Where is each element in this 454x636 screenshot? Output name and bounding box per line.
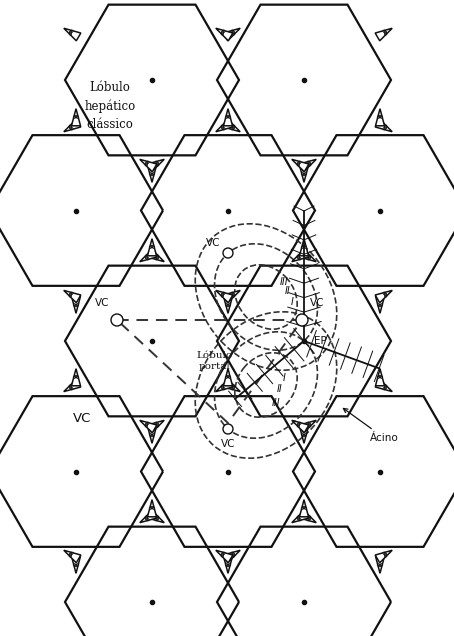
Circle shape [111, 314, 123, 326]
Polygon shape [375, 28, 392, 41]
Polygon shape [299, 510, 316, 523]
Polygon shape [147, 160, 164, 172]
Polygon shape [375, 291, 392, 303]
Polygon shape [216, 28, 233, 41]
Text: Ácino: Ácino [343, 408, 399, 443]
Text: III: III [271, 398, 280, 408]
Polygon shape [140, 510, 157, 523]
Text: VC: VC [206, 238, 220, 248]
Polygon shape [216, 550, 233, 563]
Polygon shape [299, 160, 316, 172]
Text: I: I [282, 373, 286, 383]
Polygon shape [64, 119, 81, 132]
Polygon shape [71, 296, 80, 314]
Text: EP: EP [314, 336, 327, 346]
Polygon shape [300, 500, 309, 517]
Polygon shape [292, 249, 309, 261]
Polygon shape [292, 160, 309, 172]
Polygon shape [223, 119, 240, 132]
Polygon shape [64, 291, 81, 303]
Polygon shape [292, 510, 309, 523]
Polygon shape [223, 556, 232, 573]
Polygon shape [299, 420, 316, 432]
Polygon shape [71, 109, 80, 126]
Polygon shape [147, 510, 164, 523]
Polygon shape [64, 550, 81, 563]
Polygon shape [375, 109, 385, 126]
Polygon shape [216, 119, 233, 132]
Polygon shape [223, 379, 240, 392]
Polygon shape [71, 556, 80, 573]
Polygon shape [300, 426, 309, 443]
Polygon shape [216, 291, 233, 303]
Polygon shape [140, 160, 157, 172]
Polygon shape [292, 420, 309, 432]
Circle shape [223, 248, 233, 258]
Polygon shape [375, 119, 392, 132]
Text: III: III [280, 277, 288, 287]
Polygon shape [375, 296, 385, 314]
Text: Lóbulo
hepático
clássico: Lóbulo hepático clássico [84, 81, 136, 131]
Polygon shape [375, 379, 392, 392]
Polygon shape [140, 420, 157, 432]
Polygon shape [300, 238, 309, 256]
Circle shape [223, 424, 233, 434]
Text: II: II [277, 384, 283, 394]
Polygon shape [375, 369, 385, 386]
Text: VC: VC [94, 298, 109, 308]
Polygon shape [223, 291, 240, 303]
Text: VC: VC [221, 439, 235, 449]
Polygon shape [140, 249, 157, 261]
Text: I: I [291, 297, 293, 307]
Polygon shape [299, 249, 316, 261]
Polygon shape [148, 500, 157, 517]
Circle shape [296, 314, 308, 326]
Polygon shape [147, 249, 164, 261]
Text: VC: VC [310, 298, 325, 308]
Polygon shape [148, 238, 157, 256]
Polygon shape [223, 28, 240, 41]
Polygon shape [71, 369, 80, 386]
Polygon shape [223, 109, 232, 126]
Polygon shape [300, 165, 309, 183]
Text: II: II [285, 286, 291, 296]
Polygon shape [223, 296, 232, 314]
Polygon shape [64, 379, 81, 392]
Polygon shape [148, 426, 157, 443]
Polygon shape [216, 379, 233, 392]
Polygon shape [147, 420, 164, 432]
Text: Lóbulo
portal: Lóbulo portal [197, 350, 233, 371]
Text: VC: VC [73, 411, 91, 424]
Polygon shape [375, 556, 385, 573]
Polygon shape [64, 28, 81, 41]
Polygon shape [148, 165, 157, 183]
Polygon shape [375, 550, 392, 563]
Polygon shape [223, 369, 232, 386]
Polygon shape [223, 550, 240, 563]
